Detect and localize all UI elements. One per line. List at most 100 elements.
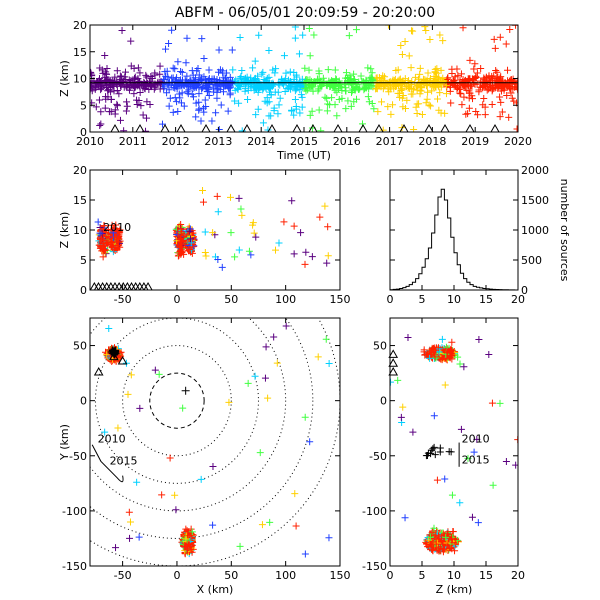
x-tick-label: 150 [330, 293, 351, 306]
source-point [461, 77, 469, 85]
source-point [488, 399, 496, 407]
source-point [90, 77, 96, 85]
source-point [197, 117, 205, 125]
source-points [390, 334, 518, 556]
x-tick-label: 20 [511, 293, 525, 306]
source-point [101, 428, 109, 436]
source-point [195, 105, 203, 113]
source-points [90, 25, 518, 132]
y-tick-label: -150 [62, 560, 87, 573]
source-point [243, 73, 251, 81]
source-point [249, 221, 257, 229]
x-tick-label: 0 [173, 569, 180, 582]
source-point [424, 69, 432, 77]
station-triangle [374, 123, 384, 133]
y-tick-label: 10 [73, 224, 87, 237]
source-point [441, 532, 449, 540]
source-point [296, 109, 304, 117]
station-triangle [333, 123, 343, 133]
source-point [137, 102, 145, 110]
source-point [103, 351, 111, 359]
source-point [472, 72, 480, 80]
source-point [432, 540, 440, 548]
source-point [306, 111, 314, 119]
source-point [481, 111, 489, 119]
source-point [504, 66, 512, 74]
source-point [364, 64, 372, 72]
source-point [405, 52, 413, 60]
source-point [379, 85, 387, 93]
source-point [488, 101, 496, 109]
x-tick-label: 2011 [119, 135, 147, 148]
source-point [168, 26, 176, 34]
source-point [251, 77, 259, 85]
source-point [409, 428, 417, 436]
source-point [274, 88, 282, 96]
source-point [183, 34, 191, 42]
source-point [478, 82, 486, 90]
source-point [209, 521, 217, 529]
annotation-label: 2015 [462, 453, 490, 466]
source-point [114, 424, 122, 432]
source-point [297, 82, 305, 90]
source-point [237, 205, 245, 213]
source-point [236, 542, 244, 550]
source-point [229, 66, 237, 74]
source-point [178, 89, 186, 97]
source-point [397, 42, 405, 50]
source-point [321, 93, 329, 101]
source-point [265, 73, 273, 81]
source-point [266, 82, 274, 90]
source-point [184, 532, 192, 540]
source-point [357, 72, 365, 80]
source-point [117, 82, 125, 90]
y-tick-label: 0 [380, 395, 387, 408]
source-point [201, 248, 209, 256]
source-point [464, 110, 472, 118]
source-point [174, 58, 182, 66]
annotation-label: 2010 [462, 433, 490, 446]
source-point [443, 349, 451, 357]
source-point [416, 81, 424, 89]
source-point [485, 351, 493, 359]
x-tick-label: 2013 [204, 135, 232, 148]
source-point [133, 478, 141, 486]
source-point [498, 108, 506, 116]
source-point [325, 360, 333, 368]
figure-title: ABFM - 06/05/01 20:09:59 - 20:20:00 [175, 5, 435, 21]
y-tick-label: 20 [73, 164, 87, 177]
source-point [448, 535, 456, 543]
source-point [433, 539, 441, 547]
source-point [474, 519, 482, 527]
source-point [199, 187, 207, 195]
station-triangle [176, 123, 186, 133]
source-point [429, 445, 437, 453]
y-tick-label: 0 [521, 284, 528, 297]
x-tick-label: 2018 [418, 135, 446, 148]
source-point [263, 99, 271, 107]
range-ring [149, 372, 205, 429]
histogram-bar [441, 189, 444, 290]
source-point [184, 90, 192, 98]
station-triangle [97, 281, 108, 291]
source-point [217, 101, 225, 109]
source-point [486, 84, 494, 92]
source-point [338, 86, 346, 94]
source-point [224, 107, 232, 115]
source-point [151, 366, 159, 374]
y-axis-label: Z (km) [58, 60, 71, 97]
source-point [368, 76, 376, 84]
source-point [169, 108, 177, 116]
y-tick-label: 10 [73, 73, 87, 86]
source-point [456, 499, 464, 507]
source-point [438, 356, 446, 364]
source-point [133, 101, 141, 109]
source-point [458, 101, 466, 109]
source-point [331, 66, 339, 74]
source-point [426, 533, 434, 541]
source-point [136, 69, 144, 77]
x-tick-label: 10 [447, 569, 461, 582]
station-triangle [292, 123, 302, 133]
source-point [372, 85, 380, 93]
source-point [352, 83, 360, 91]
